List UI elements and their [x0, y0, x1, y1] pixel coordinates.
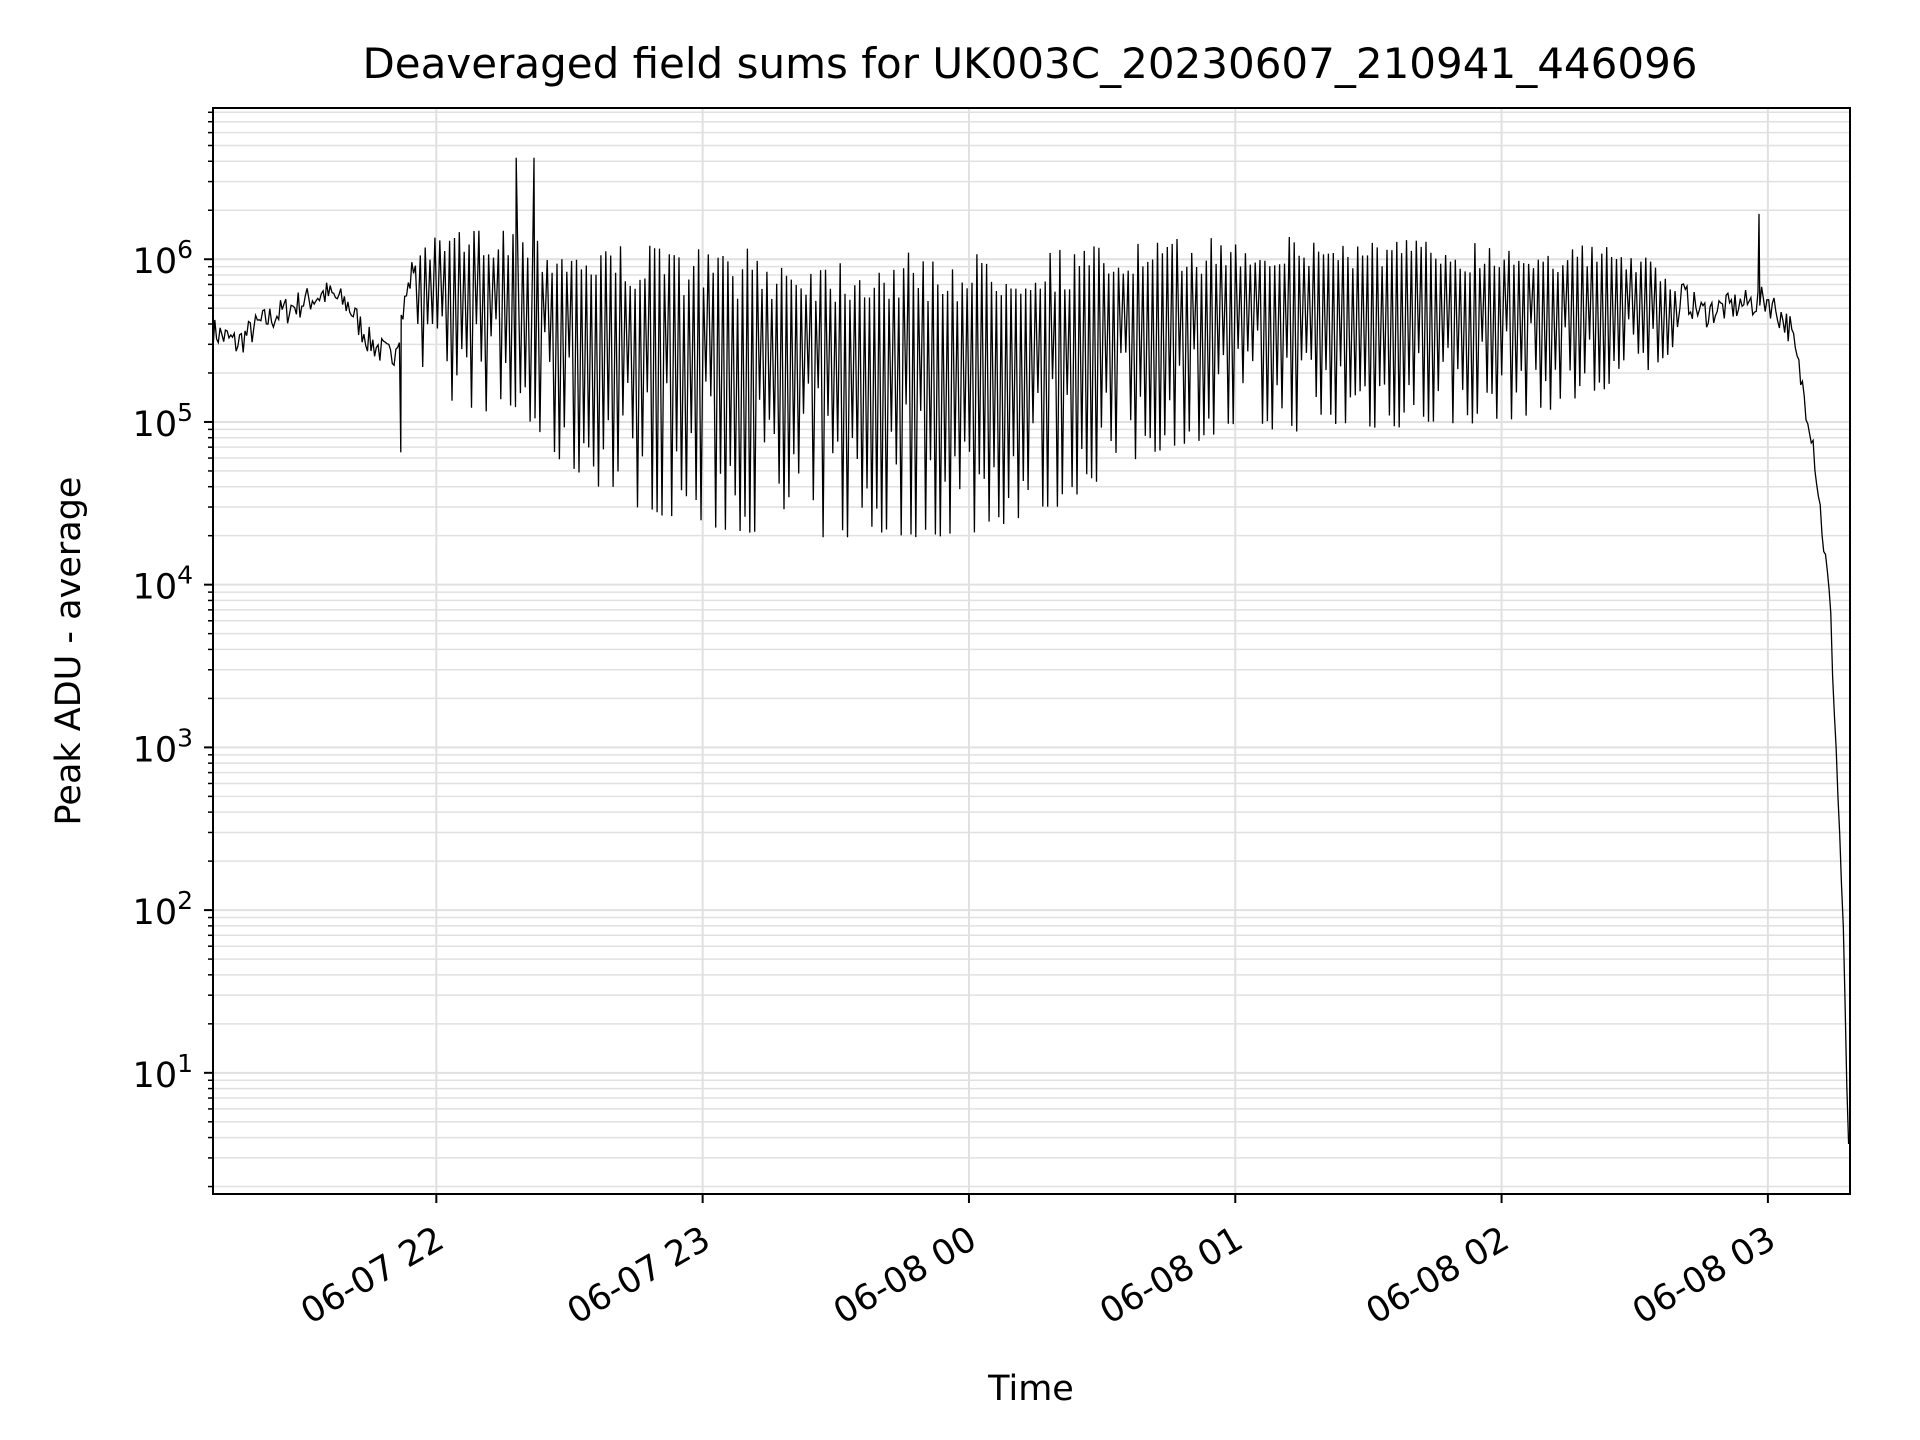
- y-tick-label: 101: [133, 1049, 193, 1096]
- series-line: [212, 157, 1850, 1145]
- y-tick-label: 105: [133, 398, 193, 445]
- x-axis-label: Time: [987, 1369, 1074, 1409]
- y-tick-label: 106: [133, 235, 193, 282]
- plot-frame: [212, 107, 1851, 1195]
- chart-title: Deaveraged field sums for UK003C_2023060…: [362, 39, 1697, 88]
- y-tick-label: 102: [133, 886, 193, 933]
- y-tick-label: 103: [133, 723, 193, 770]
- series-group: [212, 157, 1850, 1145]
- y-tick-label: 104: [133, 561, 193, 608]
- y-axis-label: Peak ADU - average: [49, 477, 89, 826]
- y-axis: 101 102 103 104 105 106: [133, 111, 213, 1188]
